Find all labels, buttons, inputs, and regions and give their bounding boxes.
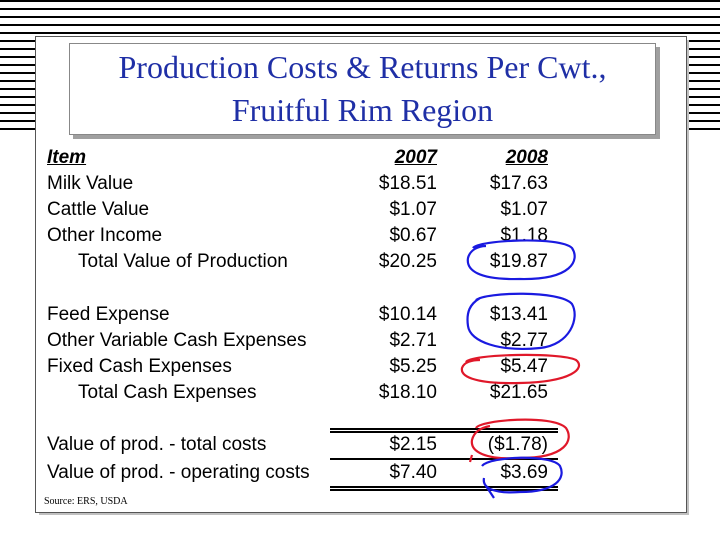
value-2007: $7.40: [389, 462, 437, 483]
value-2007: $18.10: [378, 382, 437, 403]
row-label: Fixed Cash Expenses: [47, 356, 232, 377]
blue-circle-total-value: [466, 239, 576, 281]
row-label: Feed Expense: [47, 304, 170, 325]
value-2008: $1.07: [500, 199, 548, 220]
value-2008: $21.65: [489, 382, 548, 403]
value-2008: $19.87: [489, 251, 548, 272]
table-rule-bottom: [330, 486, 558, 488]
value-2007: $0.67: [389, 225, 437, 246]
value-2007: $2.15: [389, 434, 437, 455]
value-2007: $2.71: [389, 330, 437, 351]
row-label: Other Income: [47, 225, 163, 246]
row-label: Other Variable Cash Expenses: [47, 330, 307, 351]
value-2008: $3.69: [500, 462, 548, 483]
table-rule-mid: [330, 458, 558, 460]
title-line-1: Production Costs & Returns Per Cwt.,: [118, 49, 607, 85]
row-label: Milk Value: [47, 173, 134, 194]
blue-circle-feed-expense: [466, 292, 576, 350]
table-rule-bottom-2: [330, 489, 558, 491]
header-2008: 2008: [505, 147, 548, 168]
table-rule-top-2: [330, 431, 558, 433]
red-circle-fixed-cash: [460, 353, 581, 385]
value-2008: $13.41: [489, 304, 548, 325]
row-label: Value of prod. - operating costs: [47, 462, 310, 483]
header-2007: 2007: [394, 147, 437, 168]
row-label: Total Value of Production: [78, 251, 288, 272]
value-2007: $5.25: [389, 356, 437, 377]
header-item: Item: [47, 147, 87, 168]
value-2007: $18.51: [378, 173, 437, 194]
value-2007: $1.07: [389, 199, 437, 220]
title-box: Production Costs & Returns Per Cwt., Fru…: [69, 43, 656, 135]
value-2007: $10.14: [378, 304, 437, 325]
source-note: Source: ERS, USDA: [44, 496, 128, 507]
value-2008: $2.77: [500, 330, 548, 351]
value-2008: $17.63: [489, 173, 548, 194]
title-line-2: Fruitful Rim Region: [231, 92, 494, 128]
row-label: Total Cash Expenses: [78, 382, 257, 403]
row-label: Value of prod. - total costs: [47, 434, 267, 455]
value-2008: $5.47: [500, 356, 548, 377]
blue-circle-operating-costs: [481, 456, 563, 499]
red-circle-total-costs: [468, 418, 570, 463]
value-2007: $20.25: [378, 251, 437, 272]
table-rule-top: [330, 428, 558, 430]
row-label: Cattle Value: [47, 199, 150, 220]
value-2008: ($1.78): [487, 434, 548, 455]
